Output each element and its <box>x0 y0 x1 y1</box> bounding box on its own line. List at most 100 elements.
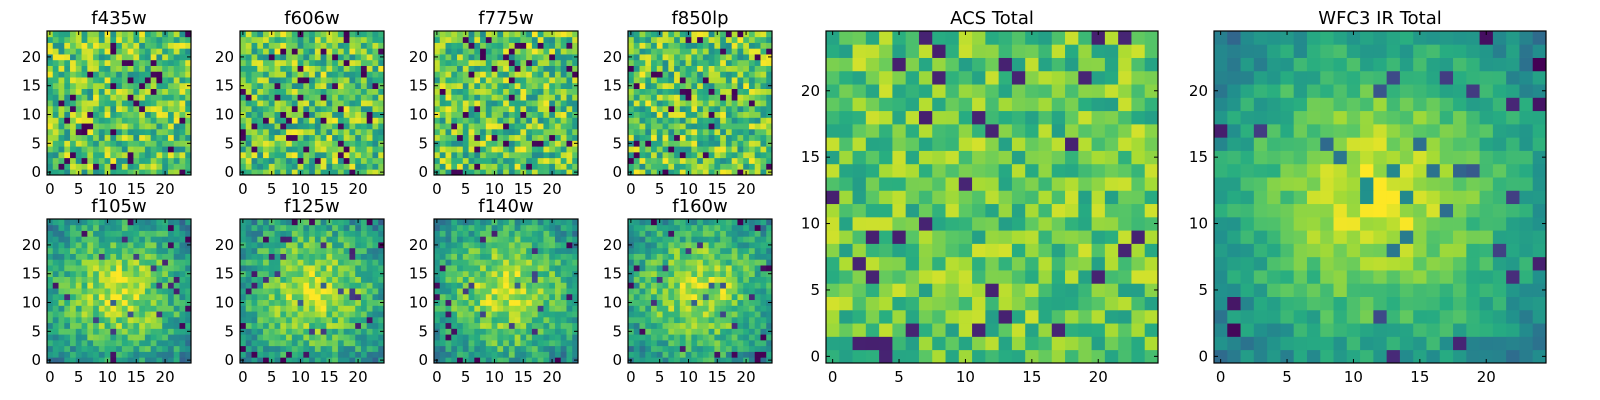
heatmap-cell <box>326 230 333 237</box>
heatmap-cell <box>560 146 567 153</box>
heatmap-cell <box>150 88 157 95</box>
heatmap-cell <box>457 100 464 107</box>
heatmap-cell <box>303 265 310 272</box>
heatmap-cell <box>116 94 123 101</box>
heatmap-cell <box>309 117 316 124</box>
heatmap-cell <box>104 351 111 358</box>
heatmap-cell <box>332 71 339 78</box>
heatmap-cell <box>343 316 350 324</box>
heatmap-cell <box>743 82 750 89</box>
heatmap-cell <box>173 157 180 164</box>
heatmap-cell <box>566 117 573 124</box>
heatmap-cell <box>179 123 186 130</box>
heatmap-cell <box>633 311 640 318</box>
heatmap-cell <box>543 77 550 84</box>
heatmap-cell <box>360 140 368 147</box>
heatmap-cell <box>639 169 646 176</box>
heatmap-cell <box>662 293 669 301</box>
heatmap-cell <box>714 146 721 153</box>
heatmap-cell <box>332 117 339 124</box>
heatmap-cell <box>133 334 140 341</box>
heatmap-cell <box>263 247 270 254</box>
heatmap-cell <box>457 88 464 95</box>
heatmap-cell <box>47 163 54 170</box>
heatmap-cell <box>98 253 105 260</box>
heatmap-cell <box>468 36 475 43</box>
heatmap-cell <box>121 270 129 277</box>
heatmap-cell <box>662 276 669 283</box>
heatmap-cell <box>139 82 146 89</box>
heatmap-cell <box>451 247 458 254</box>
heatmap-cell <box>566 157 573 164</box>
heatmap-cell <box>708 163 715 170</box>
heatmap-cell <box>748 134 756 141</box>
heatmap-cell <box>549 224 556 231</box>
heatmap-cell <box>93 31 100 38</box>
heatmap-cell <box>116 265 123 272</box>
heatmap-cell <box>314 111 322 118</box>
heatmap-cell <box>314 157 322 164</box>
heatmap-cell <box>257 157 264 164</box>
heatmap-cell <box>474 36 481 43</box>
heatmap-cell <box>297 48 304 55</box>
heatmap-cell <box>167 351 175 358</box>
heatmap-cell <box>156 100 163 107</box>
heatmap-cell <box>75 230 82 237</box>
heatmap-cell <box>508 276 516 283</box>
heatmap-cell <box>156 59 163 66</box>
heatmap-cell <box>468 305 475 312</box>
heatmap-cell <box>280 163 287 170</box>
heatmap-cell <box>462 345 469 352</box>
heatmap-cell <box>439 117 446 124</box>
heatmap-cell <box>332 236 339 243</box>
heatmap-cell <box>58 236 65 243</box>
heatmap-cell <box>355 305 362 312</box>
heatmap-cell <box>697 48 704 55</box>
heatmap-cell <box>451 134 458 141</box>
heatmap-cell <box>366 111 373 118</box>
heatmap-cell <box>662 146 669 153</box>
heatmap-cell <box>451 339 458 347</box>
heatmap-cell <box>70 265 77 272</box>
y-tick-label: 0 <box>224 351 234 369</box>
heatmap-cell <box>355 282 362 289</box>
heatmap-cell <box>349 140 356 147</box>
heatmap-cell <box>572 247 579 254</box>
heatmap-cell <box>263 54 270 61</box>
heatmap-cell <box>514 293 521 301</box>
heatmap-cell <box>297 322 304 329</box>
heatmap-cell <box>737 140 744 147</box>
heatmap-cell <box>656 59 663 66</box>
heatmap-cell <box>127 117 134 124</box>
heatmap-cell <box>572 305 579 312</box>
heatmap-cell <box>474 146 481 153</box>
heatmap-cell <box>731 282 738 289</box>
heatmap-cell <box>633 42 640 49</box>
heatmap-cell <box>185 88 192 95</box>
heatmap-cell <box>75 146 82 153</box>
heatmap-cell <box>372 134 379 141</box>
x-tick-label: 10 <box>485 180 504 198</box>
heatmap-cell <box>47 71 54 78</box>
heatmap-cell <box>554 322 562 329</box>
heatmap-cell <box>731 42 738 49</box>
heatmap-cell <box>508 65 516 72</box>
heatmap-cell <box>566 259 573 266</box>
heatmap-cell <box>520 288 527 295</box>
heatmap-cell <box>167 82 175 89</box>
heatmap-cell <box>514 163 521 170</box>
y-tick-label: 5 <box>224 134 234 152</box>
heatmap-cell <box>326 111 333 118</box>
heatmap-cell <box>150 111 157 118</box>
heatmap-cell <box>679 48 686 55</box>
heatmap-cell <box>645 299 652 306</box>
heatmap-cell <box>656 82 663 89</box>
heatmap-cell <box>668 169 675 176</box>
heatmap-cell <box>702 71 710 78</box>
heatmap-cell <box>366 224 373 231</box>
heatmap-cell <box>297 117 304 124</box>
heatmap-cell <box>520 65 527 72</box>
heatmap-cell <box>87 123 94 130</box>
heatmap-cell <box>185 305 192 312</box>
heatmap-cell <box>714 48 721 55</box>
